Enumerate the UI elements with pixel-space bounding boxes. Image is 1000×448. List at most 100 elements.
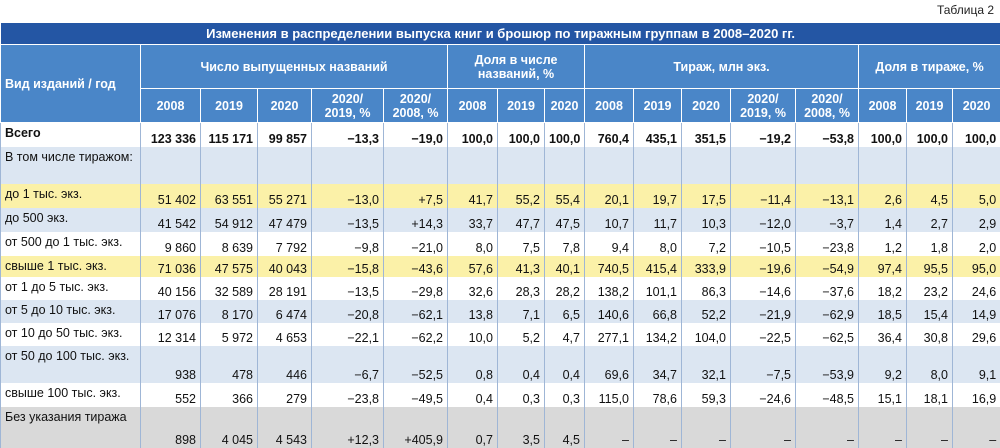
cell: 0,4 bbox=[545, 346, 585, 383]
row-label: Всего bbox=[1, 123, 141, 147]
column-header: 2019 bbox=[498, 89, 545, 123]
cell: – bbox=[731, 407, 796, 448]
row-label: от 1 до 5 тыс. экз. bbox=[1, 277, 141, 300]
cell: 11,7 bbox=[634, 208, 682, 232]
cell: −62,9 bbox=[796, 300, 859, 323]
cell: +7,5 bbox=[384, 184, 448, 208]
cell: 138,2 bbox=[585, 277, 634, 300]
cell: 20,1 bbox=[585, 184, 634, 208]
empty-cell bbox=[682, 147, 731, 184]
cell: −48,5 bbox=[796, 383, 859, 407]
cell: 99 857 bbox=[258, 123, 312, 147]
empty-cell bbox=[907, 147, 953, 184]
cell: +12,3 bbox=[312, 407, 384, 448]
cell: −53,9 bbox=[796, 346, 859, 383]
group-header: Тираж, млн экз. bbox=[585, 45, 859, 89]
cell: 41,3 bbox=[498, 256, 545, 277]
cell: 4 653 bbox=[258, 323, 312, 346]
cell: 740,5 bbox=[585, 256, 634, 277]
cell: 8 639 bbox=[201, 232, 258, 256]
cell: −13,5 bbox=[312, 208, 384, 232]
column-header: 2019 bbox=[907, 89, 953, 123]
column-header: 2020 bbox=[258, 89, 312, 123]
cell: 333,9 bbox=[682, 256, 731, 277]
cell: −52,5 bbox=[384, 346, 448, 383]
cell: 415,4 bbox=[634, 256, 682, 277]
cell: 30,8 bbox=[907, 323, 953, 346]
cell: 29,6 bbox=[953, 323, 1000, 346]
cell: 7,8 bbox=[545, 232, 585, 256]
cell: 4,5 bbox=[907, 184, 953, 208]
cell: 1,8 bbox=[907, 232, 953, 256]
cell: 24,6 bbox=[953, 277, 1000, 300]
cell: 57,6 bbox=[448, 256, 498, 277]
cell: 14,9 bbox=[953, 300, 1000, 323]
cell: 36,4 bbox=[859, 323, 907, 346]
cell: 47 479 bbox=[258, 208, 312, 232]
cell: 898 bbox=[141, 407, 201, 448]
empty-cell bbox=[545, 147, 585, 184]
cell: 33,7 bbox=[448, 208, 498, 232]
cell: −13,3 bbox=[312, 123, 384, 147]
cell: 123 336 bbox=[141, 123, 201, 147]
cell: 97,4 bbox=[859, 256, 907, 277]
cell: 55,2 bbox=[498, 184, 545, 208]
cell: 0,3 bbox=[545, 383, 585, 407]
cell: 4 543 bbox=[258, 407, 312, 448]
empty-cell bbox=[953, 147, 1000, 184]
cell: 40,1 bbox=[545, 256, 585, 277]
cell: 28,2 bbox=[545, 277, 585, 300]
cell: 4,5 bbox=[545, 407, 585, 448]
cell: 7,2 bbox=[682, 232, 731, 256]
cell: −37,6 bbox=[796, 277, 859, 300]
cell: −10,5 bbox=[731, 232, 796, 256]
cell: −19,0 bbox=[384, 123, 448, 147]
cell: 7,1 bbox=[498, 300, 545, 323]
cell: 0,8 bbox=[448, 346, 498, 383]
row-label: свыше 1 тыс. экз. bbox=[1, 256, 141, 277]
cell: 3,5 bbox=[498, 407, 545, 448]
cell: 100,0 bbox=[859, 123, 907, 147]
cell: 5,2 bbox=[498, 323, 545, 346]
cell: 18,2 bbox=[859, 277, 907, 300]
cell: 279 bbox=[258, 383, 312, 407]
cell: 7,5 bbox=[498, 232, 545, 256]
row-header: Вид изданий / год bbox=[1, 45, 141, 123]
cell: 2,6 bbox=[859, 184, 907, 208]
cell: −15,8 bbox=[312, 256, 384, 277]
cell: −19,2 bbox=[731, 123, 796, 147]
cell: 478 bbox=[201, 346, 258, 383]
cell: −14,6 bbox=[731, 277, 796, 300]
group-header: Доля в числе названий, % bbox=[448, 45, 585, 89]
cell: −9,8 bbox=[312, 232, 384, 256]
cell: 1,2 bbox=[859, 232, 907, 256]
cell: −19,6 bbox=[731, 256, 796, 277]
cell: – bbox=[859, 407, 907, 448]
cell: 115 171 bbox=[201, 123, 258, 147]
cell: 52,2 bbox=[682, 300, 731, 323]
cell: 10,3 bbox=[682, 208, 731, 232]
cell: 0,4 bbox=[448, 383, 498, 407]
cell: 366 bbox=[201, 383, 258, 407]
cell: 71 036 bbox=[141, 256, 201, 277]
cell: 23,2 bbox=[907, 277, 953, 300]
cell: 55 271 bbox=[258, 184, 312, 208]
cell: −24,6 bbox=[731, 383, 796, 407]
cell: 351,5 bbox=[682, 123, 731, 147]
cell: 6 474 bbox=[258, 300, 312, 323]
empty-cell bbox=[585, 147, 634, 184]
table-title: Изменения в распределении выпуска книг и… bbox=[1, 23, 1000, 45]
cell: 10,7 bbox=[585, 208, 634, 232]
cell: 15,4 bbox=[907, 300, 953, 323]
cell: 86,3 bbox=[682, 277, 731, 300]
cell: 140,6 bbox=[585, 300, 634, 323]
row-label: Без указания тиража bbox=[1, 407, 141, 448]
cell: 47 575 bbox=[201, 256, 258, 277]
cell: 95,0 bbox=[953, 256, 1000, 277]
